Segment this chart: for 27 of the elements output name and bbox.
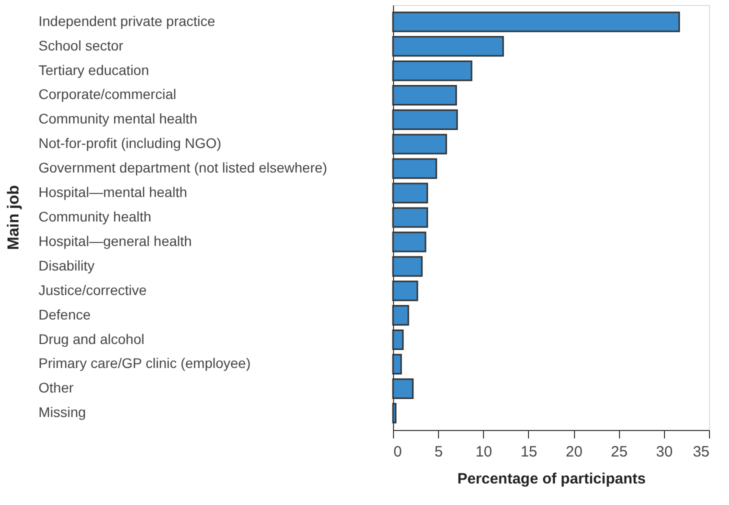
y-tick-label: Justice/corrective (38, 282, 147, 298)
x-tick-label: 35 (692, 444, 710, 460)
x-tick-label: 30 (656, 444, 673, 460)
y-tick-label: Drug and alcohol (38, 330, 144, 347)
x-tick-label: 0 (394, 444, 402, 460)
y-tick-label: Hospital—general health (38, 232, 192, 249)
y-tick-label: Disability (38, 257, 95, 274)
x-tick-label: 20 (566, 444, 582, 460)
x-tick-label: 5 (434, 444, 443, 460)
y-tick-label: Community health (38, 208, 152, 224)
x-tick-label: 25 (610, 444, 628, 460)
y-tick-label: Government department (not listed elsewhere) (38, 160, 328, 176)
y-tick-label: Missing (38, 404, 86, 420)
y-tick-label: Other (38, 380, 74, 396)
y-tick-label: Hospital—mental health (38, 184, 188, 200)
y-tick-label: School sector (38, 37, 124, 54)
x-tick-label: 15 (520, 444, 538, 460)
y-tick-label: Primary care/GP clinic (employee) (38, 355, 251, 372)
y-tick-label: Corporate/commercial (38, 86, 176, 102)
y-tick-label: Tertiary education (38, 62, 150, 78)
y-tick-label: Community mental health (38, 110, 198, 127)
y-tick-label: Defence (38, 306, 91, 322)
x-tick-label: 10 (475, 444, 492, 460)
y-axis-title: Main job (6, 184, 22, 250)
y-tick-label: Not-for-profit (including NGO) (38, 135, 222, 152)
y-tick-label: Independent private practice (38, 12, 216, 29)
x-axis-title: Percentage of participants (457, 470, 646, 488)
